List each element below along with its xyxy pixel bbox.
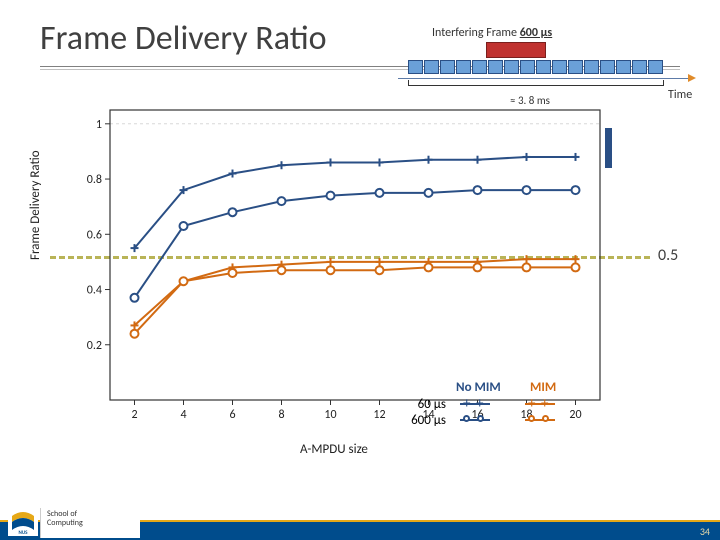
ampdu-segment: [552, 60, 567, 74]
svg-text:0.8: 0.8: [87, 173, 102, 187]
ampdu-segment: [488, 60, 503, 74]
legend-col-no-mim: No MIM: [456, 380, 501, 395]
svg-text:2: 2: [131, 408, 137, 422]
time-label: Time: [668, 88, 692, 102]
svg-text:1: 1: [96, 118, 102, 132]
ampdu-segment: [472, 60, 487, 74]
time-axis-arrowhead: [688, 74, 696, 82]
ampdu-segment: [408, 60, 423, 74]
interfering-label-value: 600 µs: [520, 26, 553, 40]
ampdu-segment: [440, 60, 455, 74]
ampdu-segment: [632, 60, 647, 74]
page-title: Frame Delivery Ratio: [40, 18, 327, 59]
ampdu-segment: [568, 60, 583, 74]
svg-text:0.4: 0.4: [87, 284, 102, 298]
footer-line2: Computing: [47, 519, 134, 528]
ampdu-segment: [456, 60, 471, 74]
svg-text:6: 6: [229, 408, 235, 422]
x-axis-label: A-MPDU size: [300, 442, 368, 457]
footer-box: School of Computing: [40, 508, 140, 538]
legend-glyph-nomim-600: [460, 413, 490, 427]
svg-text:0.2: 0.2: [87, 339, 102, 353]
time-axis: [398, 78, 690, 79]
interfering-label-prefix: Interfering Frame: [432, 26, 517, 40]
brace-bracket: [408, 80, 664, 86]
legend-glyph-mim-60: + +: [525, 397, 555, 411]
ampdu-segment: [648, 60, 663, 74]
legend-glyph-nomim-60: + +: [460, 397, 490, 411]
legend-glyph-mim-600: [525, 413, 555, 427]
legend-row-600: 600 µs: [400, 413, 446, 428]
legend-row-60: 60 µs: [400, 397, 446, 412]
ampdu-segment: [424, 60, 439, 74]
interfering-label: Interfering Frame 600 µs: [432, 26, 552, 40]
y-axis-label: Frame Delivery Ratio: [28, 150, 43, 260]
red-frame: [486, 42, 546, 58]
svg-text:4: 4: [180, 408, 186, 422]
ampdu-segment: [536, 60, 551, 74]
reference-label: 0.5: [658, 246, 678, 265]
page-number: 34: [700, 525, 710, 538]
svg-text:NUS: NUS: [19, 530, 29, 536]
svg-text:0.6: 0.6: [87, 228, 102, 242]
legend-col-mim: MIM: [530, 380, 556, 395]
ampdu-segment: [616, 60, 631, 74]
svg-text:10: 10: [324, 408, 336, 422]
ampdu-segments: [408, 60, 664, 74]
ampdu-segment: [520, 60, 535, 74]
ampdu-segment: [584, 60, 599, 74]
nus-logo-icon: NUS: [8, 510, 38, 536]
legend: No MIM MIM 60 µs 600 µs + + + +: [370, 380, 595, 430]
ampdu-segment: [600, 60, 615, 74]
ampdu-segment: [504, 60, 519, 74]
svg-text:8: 8: [278, 408, 284, 422]
